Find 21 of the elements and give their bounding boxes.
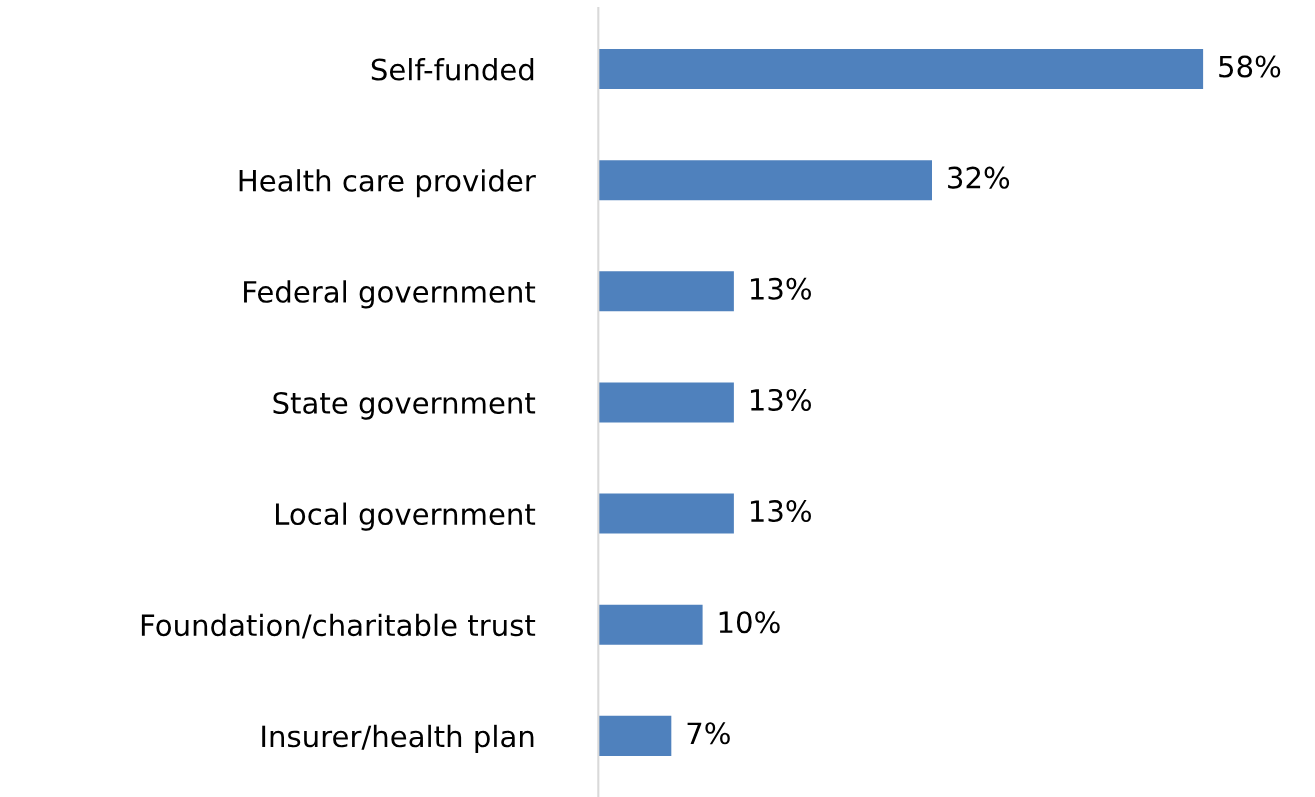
data-label: 13% [750, 388, 811, 411]
data-label: 32% [948, 166, 1010, 189]
data-label: 13% [750, 500, 811, 523]
data-label: 58% [1219, 55, 1281, 78]
bar [598, 493, 734, 534]
y-tick-label: Foundation/charitable trust [141, 613, 536, 639]
y-tick-label: Local government [276, 502, 536, 531]
y-tick-label: State government [273, 391, 536, 420]
bar [598, 160, 932, 201]
y-tick-label: Self-funded [371, 58, 534, 81]
y-tick-label: Insurer/health plan [262, 724, 534, 754]
data-label: 13% [750, 277, 811, 300]
y-tick-label: Health care provider [239, 169, 536, 198]
data-label: 10% [719, 611, 780, 634]
y-tick-label: Federal government [244, 280, 536, 309]
bar [598, 715, 672, 756]
data-label: 7% [687, 722, 730, 745]
bar [598, 382, 734, 423]
bar [598, 271, 734, 312]
bar [598, 604, 703, 645]
bar [598, 49, 1204, 90]
